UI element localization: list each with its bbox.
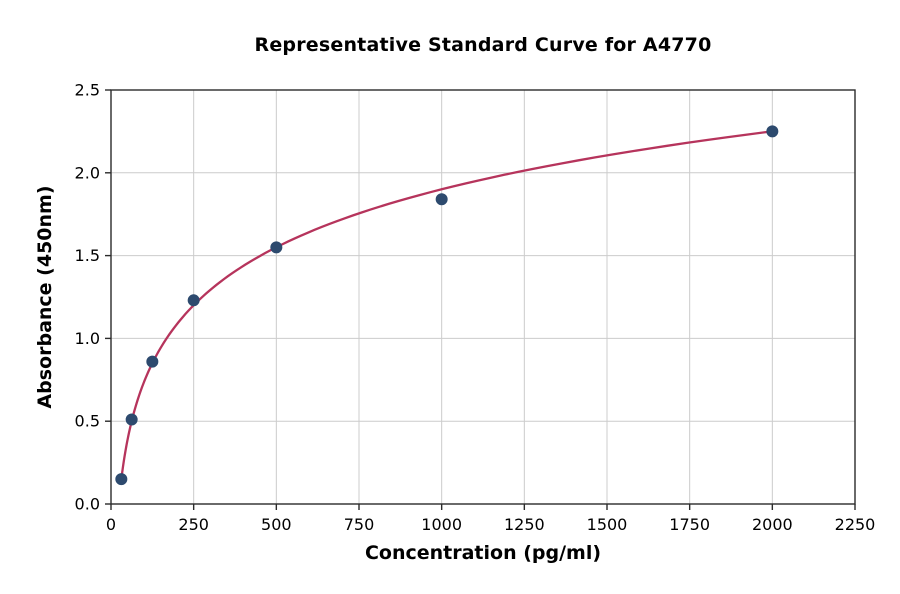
x-tick-label: 2000 — [752, 515, 793, 534]
x-tick-label: 750 — [344, 515, 375, 534]
y-tick-label: 0.0 — [75, 495, 100, 514]
x-tick-label: 1750 — [669, 515, 710, 534]
y-tick-label: 1.5 — [75, 246, 100, 265]
x-tick-label: 1000 — [421, 515, 462, 534]
x-axis-label: Concentration (pg/ml) — [364, 542, 602, 564]
x-tick-label: 500 — [261, 515, 292, 534]
x-tick-label: 1250 — [504, 515, 545, 534]
data-point — [146, 355, 159, 368]
data-point — [125, 413, 138, 426]
data-point — [766, 125, 779, 138]
x-tick-label: 0 — [106, 515, 116, 534]
data-point — [270, 241, 283, 254]
data-point — [435, 193, 448, 206]
data-point — [187, 294, 200, 307]
y-tick-label: 0.5 — [75, 412, 100, 431]
y-tick-label: 2.5 — [75, 81, 100, 100]
x-tick-label: 2250 — [835, 515, 876, 534]
data-point — [115, 473, 128, 486]
chart-title: Representative Standard Curve for A4770 — [254, 34, 712, 56]
y-tick-label: 2.0 — [75, 163, 100, 182]
x-tick-label: 1500 — [587, 515, 628, 534]
plot-area-border — [110, 89, 856, 505]
y-tick-label: 1.0 — [75, 329, 100, 348]
fit-curve — [120, 130, 774, 481]
x-tick-label: 250 — [178, 515, 209, 534]
